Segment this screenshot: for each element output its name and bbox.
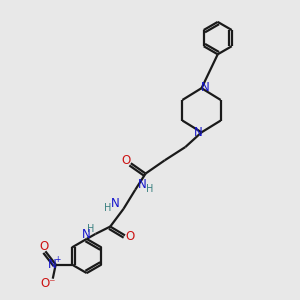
Text: N: N <box>82 228 91 241</box>
Text: O: O <box>126 230 135 243</box>
Text: H: H <box>86 224 94 234</box>
Text: N: N <box>48 258 57 271</box>
Text: N: N <box>111 197 120 210</box>
Text: +: + <box>54 255 60 264</box>
Text: H: H <box>103 203 111 213</box>
Text: H: H <box>146 184 154 194</box>
Text: N: N <box>201 81 209 94</box>
Text: N: N <box>194 126 202 140</box>
Text: N: N <box>138 178 147 191</box>
Text: O: O <box>39 240 49 254</box>
Text: O: O <box>122 154 131 167</box>
Text: O⁻: O⁻ <box>40 278 56 290</box>
